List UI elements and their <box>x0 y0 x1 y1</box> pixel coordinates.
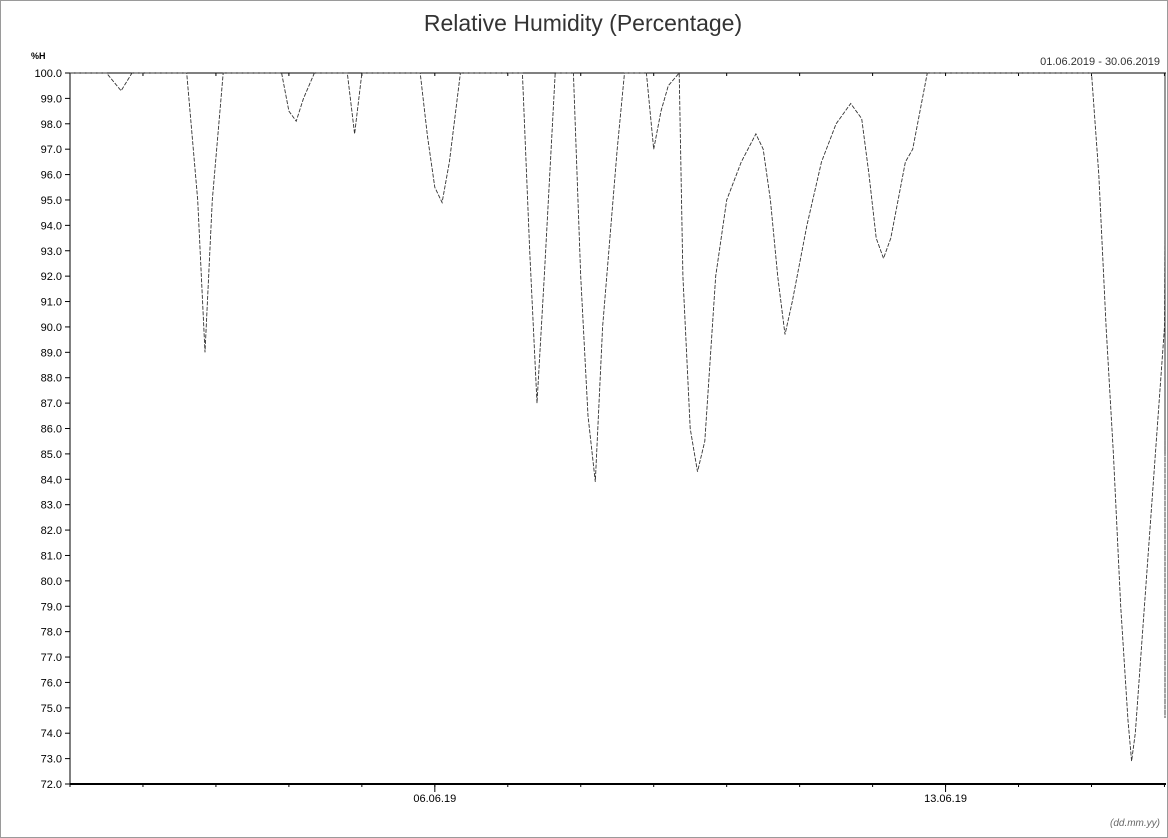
y-tick-label: 77.0 <box>41 652 62 664</box>
y-tick-label: 72.0 <box>41 779 62 791</box>
y-ticks: 100.0 99.0 98.0 97.0 96.0 95.0 94.0 93.0 92.0 91.… <box>34 68 70 791</box>
x-format-label: (dd.mm.yy) <box>1110 818 1160 829</box>
y-tick-label: 81.0 <box>41 550 62 562</box>
y-tick-label: 89.0 <box>41 347 62 359</box>
y-tick-label: 99.0 <box>41 93 62 105</box>
y-tick-label: 76.0 <box>41 677 62 689</box>
y-tick-label: 96.0 <box>41 170 62 182</box>
y-tick-label: 80.0 <box>41 576 62 588</box>
chart-axes <box>69 72 1166 785</box>
y-tick-label: 82.0 <box>41 525 62 537</box>
x-tick-label: 06.06.19 <box>413 793 456 805</box>
y-tick-label: 91.0 <box>41 297 62 309</box>
y-tick-label: 73.0 <box>41 754 62 766</box>
y-tick-label: 85.0 <box>41 449 62 461</box>
chart-title: Relative Humidity (Percentage) <box>423 10 743 36</box>
y-tick-label: 78.0 <box>41 627 62 639</box>
y-tick-label: 79.0 <box>41 601 62 613</box>
series-group <box>70 71 1166 762</box>
y-tick-label: 94.0 <box>41 220 62 232</box>
y-tick-label: 83.0 <box>41 500 62 512</box>
y-unit-label: %H <box>31 51 46 61</box>
y-tick-label: 88.0 <box>41 373 62 385</box>
y-tick-label: 74.0 <box>41 728 62 740</box>
y-tick-label: 86.0 <box>41 424 62 436</box>
x-tick-label: 13.06.19 <box>924 793 967 805</box>
y-tick-label: 92.0 <box>41 271 62 283</box>
y-tick-label: 93.0 <box>41 246 62 258</box>
y-tick-label: 84.0 <box>41 474 62 486</box>
y-tick-label: 75.0 <box>41 703 62 715</box>
date-range-label: 01.06.2019 - 30.06.2019 <box>1040 56 1160 68</box>
y-tick-label: 90.0 <box>41 322 62 334</box>
y-tick-label: 95.0 <box>41 195 62 207</box>
y-tick-label: 87.0 <box>41 398 62 410</box>
y-tick-label: 97.0 <box>41 144 62 156</box>
humidity-series-line <box>70 71 1166 762</box>
y-tick-label: 98.0 <box>41 119 62 131</box>
y-tick-label: 100.0 <box>34 68 62 80</box>
